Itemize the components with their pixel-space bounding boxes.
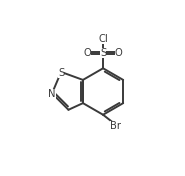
Bar <box>116 49 121 54</box>
Bar <box>111 122 120 127</box>
Bar <box>99 36 107 41</box>
Text: O: O <box>84 48 91 58</box>
Text: S: S <box>100 48 106 58</box>
Bar <box>58 69 64 75</box>
Bar <box>100 49 106 54</box>
Bar <box>49 91 55 96</box>
Text: O: O <box>115 48 122 58</box>
Bar <box>85 49 90 54</box>
Text: S: S <box>58 68 64 78</box>
Text: Br: Br <box>110 121 121 131</box>
Text: N: N <box>48 89 56 99</box>
Text: Cl: Cl <box>98 34 108 44</box>
